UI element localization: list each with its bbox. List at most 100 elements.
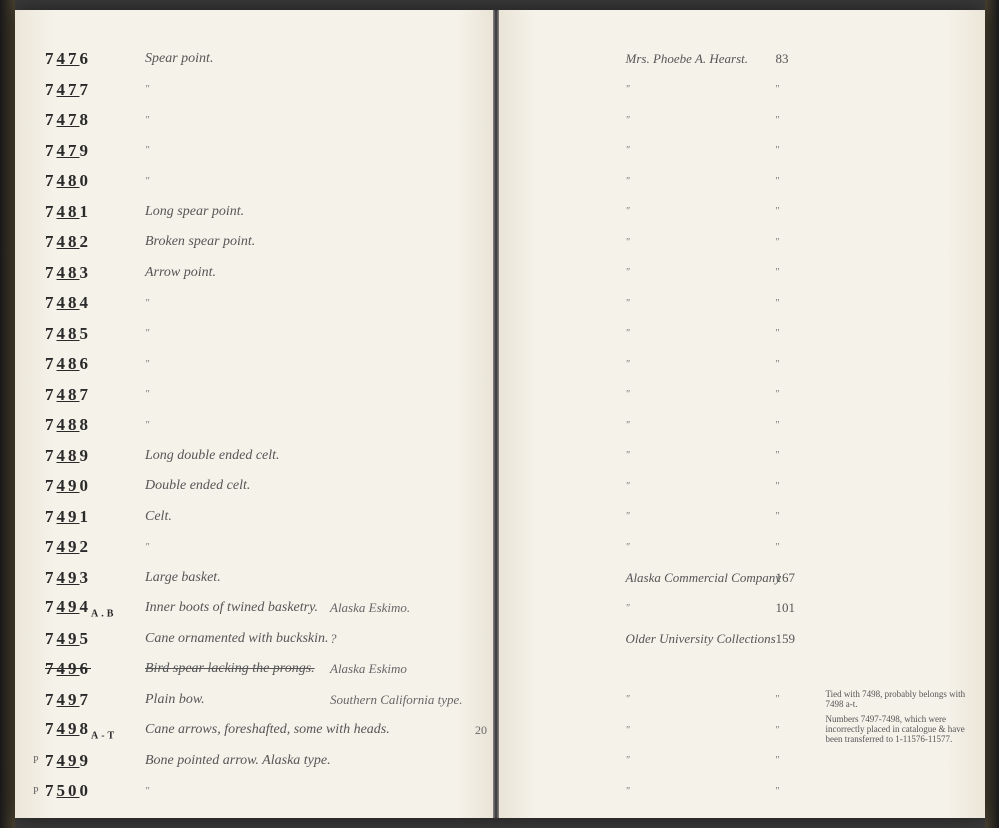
ledger-row: " 101: [496, 593, 986, 623]
collector-name: ": [626, 603, 630, 614]
item-description: ": [145, 84, 149, 95]
accession-number: ": [776, 359, 780, 370]
collector-name: ": [626, 115, 630, 126]
collector-name: ": [626, 481, 630, 492]
item-description: Plain bow.: [145, 692, 205, 708]
ledger-row: 7489Long double ended celt.: [15, 441, 495, 471]
collector-name: ": [626, 267, 630, 278]
item-description: ": [145, 115, 149, 126]
ledger-row: "": [496, 258, 986, 288]
catalog-number: 7500: [45, 781, 91, 801]
margin-note: Numbers 7497-7498, which were incorrectl…: [826, 715, 976, 745]
item-count: 20: [475, 723, 487, 738]
accession-number: ": [776, 542, 780, 553]
right-page: Mrs. Phoebe A. Hearst.83""""""""""""""""…: [496, 10, 986, 818]
accession-number: ": [776, 267, 780, 278]
item-description: Inner boots of twined basketry.: [145, 600, 318, 616]
collector-name: ": [626, 450, 630, 461]
collector-name: ": [626, 84, 630, 95]
accession-number: ": [776, 481, 780, 492]
ledger-row: 7486": [15, 349, 495, 379]
ledger-row: "": [496, 746, 986, 776]
ledger-row: "": [496, 380, 986, 410]
accession-number: ": [776, 145, 780, 156]
catalog-number: 7478: [45, 110, 91, 130]
collector-name: Alaska Commercial Company: [626, 570, 782, 586]
item-description: Arrow point.: [145, 265, 216, 281]
accession-number: ": [776, 298, 780, 309]
collector-name: ": [626, 511, 630, 522]
ledger-book: 7476Spear point.7477"7478"7479"7480"7481…: [15, 10, 985, 818]
catalog-number: 7487: [45, 385, 91, 405]
ledger-row: 7478 ": [15, 105, 495, 135]
catalog-number: 7481: [45, 202, 91, 222]
ledger-row: "": [496, 319, 986, 349]
ledger-row: Alaska Commercial Company167: [496, 563, 986, 593]
item-description: ": [145, 786, 149, 797]
catalog-number: 7477: [45, 80, 91, 100]
catalog-number: 7480: [45, 171, 91, 191]
ledger-row: 7492": [15, 532, 495, 562]
collector-name: ": [626, 328, 630, 339]
collector-name: ": [626, 145, 630, 156]
ledger-row: "": [496, 532, 986, 562]
ledger-row: 7495Cane ornamented with buckskin.?: [15, 624, 495, 654]
catalog-number: 7492: [45, 537, 91, 557]
accession-number: ": [776, 206, 780, 217]
catalog-number: 7495: [45, 629, 91, 649]
accession-number: 167: [776, 570, 796, 586]
ledger-row: "": [496, 288, 986, 318]
collector-name: ": [626, 694, 630, 705]
catalog-number: 7493: [45, 568, 91, 588]
item-description: ": [145, 145, 149, 156]
accession-number: 159: [776, 631, 796, 647]
ledger-row: "": [496, 75, 986, 105]
item-description: ": [145, 359, 149, 370]
book-edge-left: [0, 0, 15, 828]
ledger-row: 7488": [15, 410, 495, 440]
accession-number: 101: [776, 600, 796, 616]
item-locality: Southern California type.: [330, 692, 463, 708]
accession-number: ": [776, 450, 780, 461]
item-description: Cane ornamented with buckskin.: [145, 631, 329, 647]
catalog-number: 7479: [45, 141, 91, 161]
left-page: 7476Spear point.7477"7478"7479"7480"7481…: [15, 10, 496, 818]
ledger-row: 7497 Plain bow. Southern California type.: [15, 685, 495, 715]
ledger-row: "": [496, 349, 986, 379]
ledger-row: "": [496, 502, 986, 532]
item-locality: Alaska Eskimo.: [330, 600, 410, 616]
accession-number: ": [776, 84, 780, 95]
catalog-number: 7497: [45, 690, 91, 710]
ledger-row: 7490Double ended celt.: [15, 471, 495, 501]
collector-name: ": [626, 755, 630, 766]
ledger-row: [496, 654, 986, 684]
item-description: Cane arrows, foreshafted, some with head…: [145, 722, 390, 738]
ledger-row: "": [496, 197, 986, 227]
ledger-row: 7483 Arrow point.: [15, 258, 495, 288]
ledger-row: 7496Bird spear lacking the prongs.Alaska…: [15, 654, 495, 684]
accession-number: ": [776, 115, 780, 126]
book-edge-right: [985, 0, 999, 828]
catalog-number: 7498A-T: [45, 719, 117, 741]
ledger-row: "": [496, 136, 986, 166]
catalog-number: 7499: [45, 751, 91, 771]
catalog-number: 7483: [45, 263, 91, 283]
item-description: Bird spear lacking the prongs.: [145, 661, 315, 677]
item-description: ": [145, 176, 149, 187]
accession-number: 83: [776, 51, 789, 67]
row-prefix: P: [33, 786, 39, 797]
ledger-row: 7482Broken spear point.: [15, 227, 495, 257]
catalog-number: 7484: [45, 293, 91, 313]
collector-name: ": [626, 298, 630, 309]
collector-name: ": [626, 237, 630, 248]
ledger-row: "": [496, 227, 986, 257]
ledger-row: "": [496, 441, 986, 471]
ledger-row: "": [496, 410, 986, 440]
collector-name: Mrs. Phoebe A. Hearst.: [626, 51, 749, 67]
accession-number: ": [776, 755, 780, 766]
ledger-row: ""Tied with 7498, probably belongs with …: [496, 685, 986, 715]
ledger-row: 7479 ": [15, 136, 495, 166]
accession-number: ": [776, 237, 780, 248]
ledger-row: "": [496, 471, 986, 501]
ledger-row: Older University Collections159: [496, 624, 986, 654]
